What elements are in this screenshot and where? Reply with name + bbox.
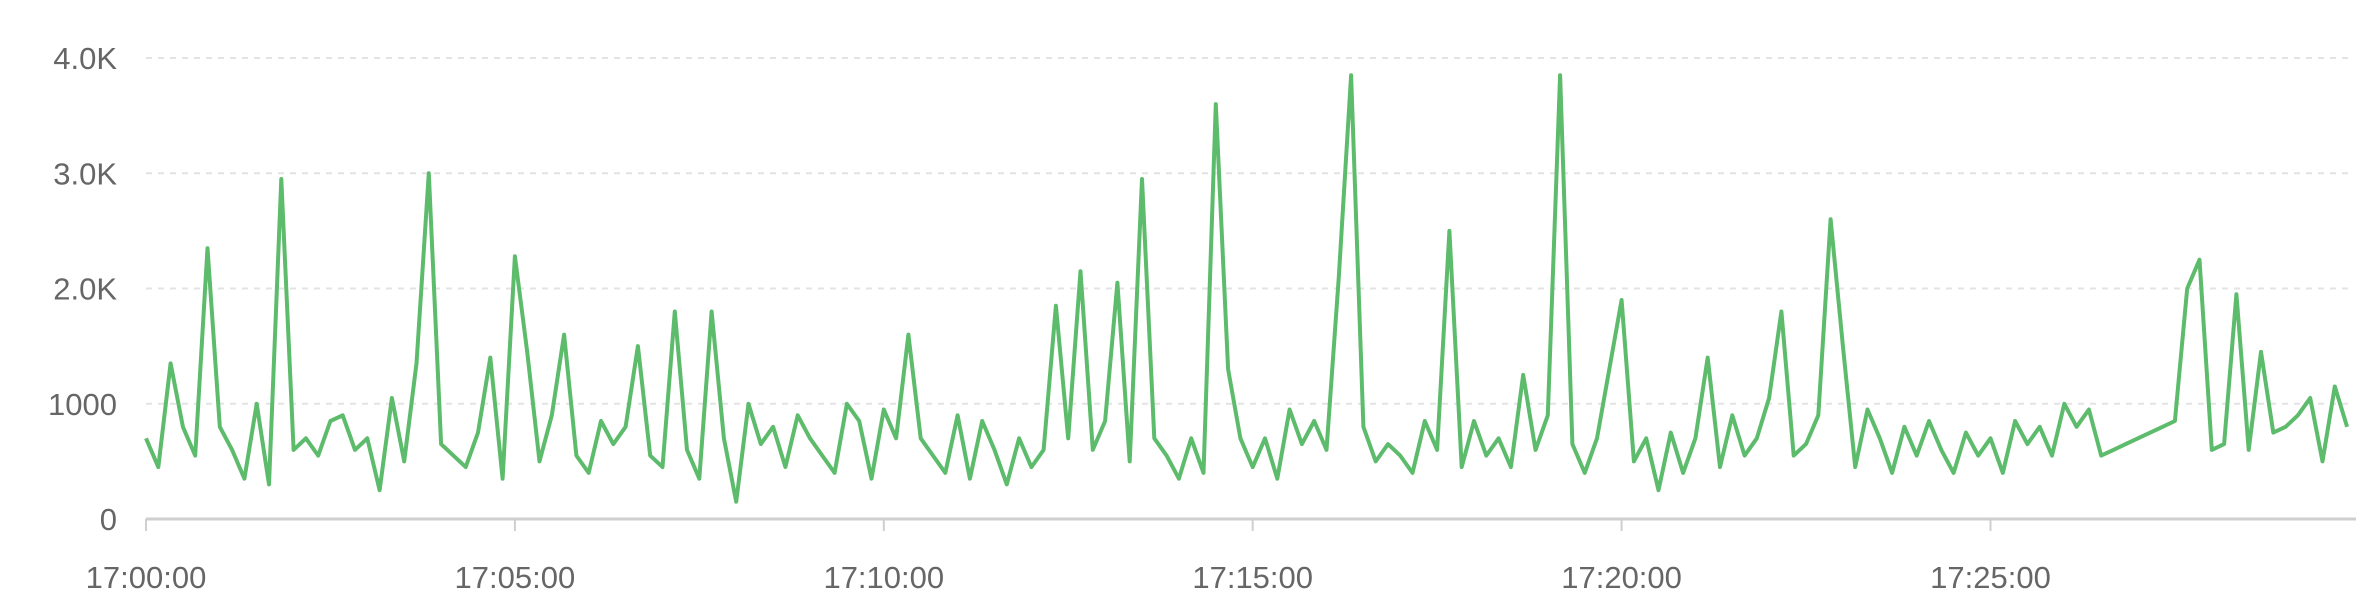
y-axis: 0 1000 2.0K 3.0K 4.0K xyxy=(48,41,117,537)
x-tick-label: 17:10:00 xyxy=(823,560,944,595)
x-tick-label: 17:20:00 xyxy=(1561,560,1682,595)
y-tick-label: 1000 xyxy=(48,387,117,422)
x-tick-label: 17:00:00 xyxy=(86,560,207,595)
series-line xyxy=(144,73,2350,504)
x-tick-label: 17:25:00 xyxy=(1930,560,2051,595)
y-tick-label: 4.0K xyxy=(53,41,117,76)
y-tick-label: 0 xyxy=(100,502,117,537)
gridlines xyxy=(146,57,2352,405)
y-tick-label: 2.0K xyxy=(53,272,117,307)
x-tick-label: 17:15:00 xyxy=(1192,560,1313,595)
y-tick-label: 3.0K xyxy=(53,156,117,191)
series xyxy=(144,73,2350,504)
x-tick-label: 17:05:00 xyxy=(455,560,576,595)
x-axis: 17:00:00 17:05:00 17:10:00 17:15:00 17:20:00… xyxy=(86,517,2356,595)
